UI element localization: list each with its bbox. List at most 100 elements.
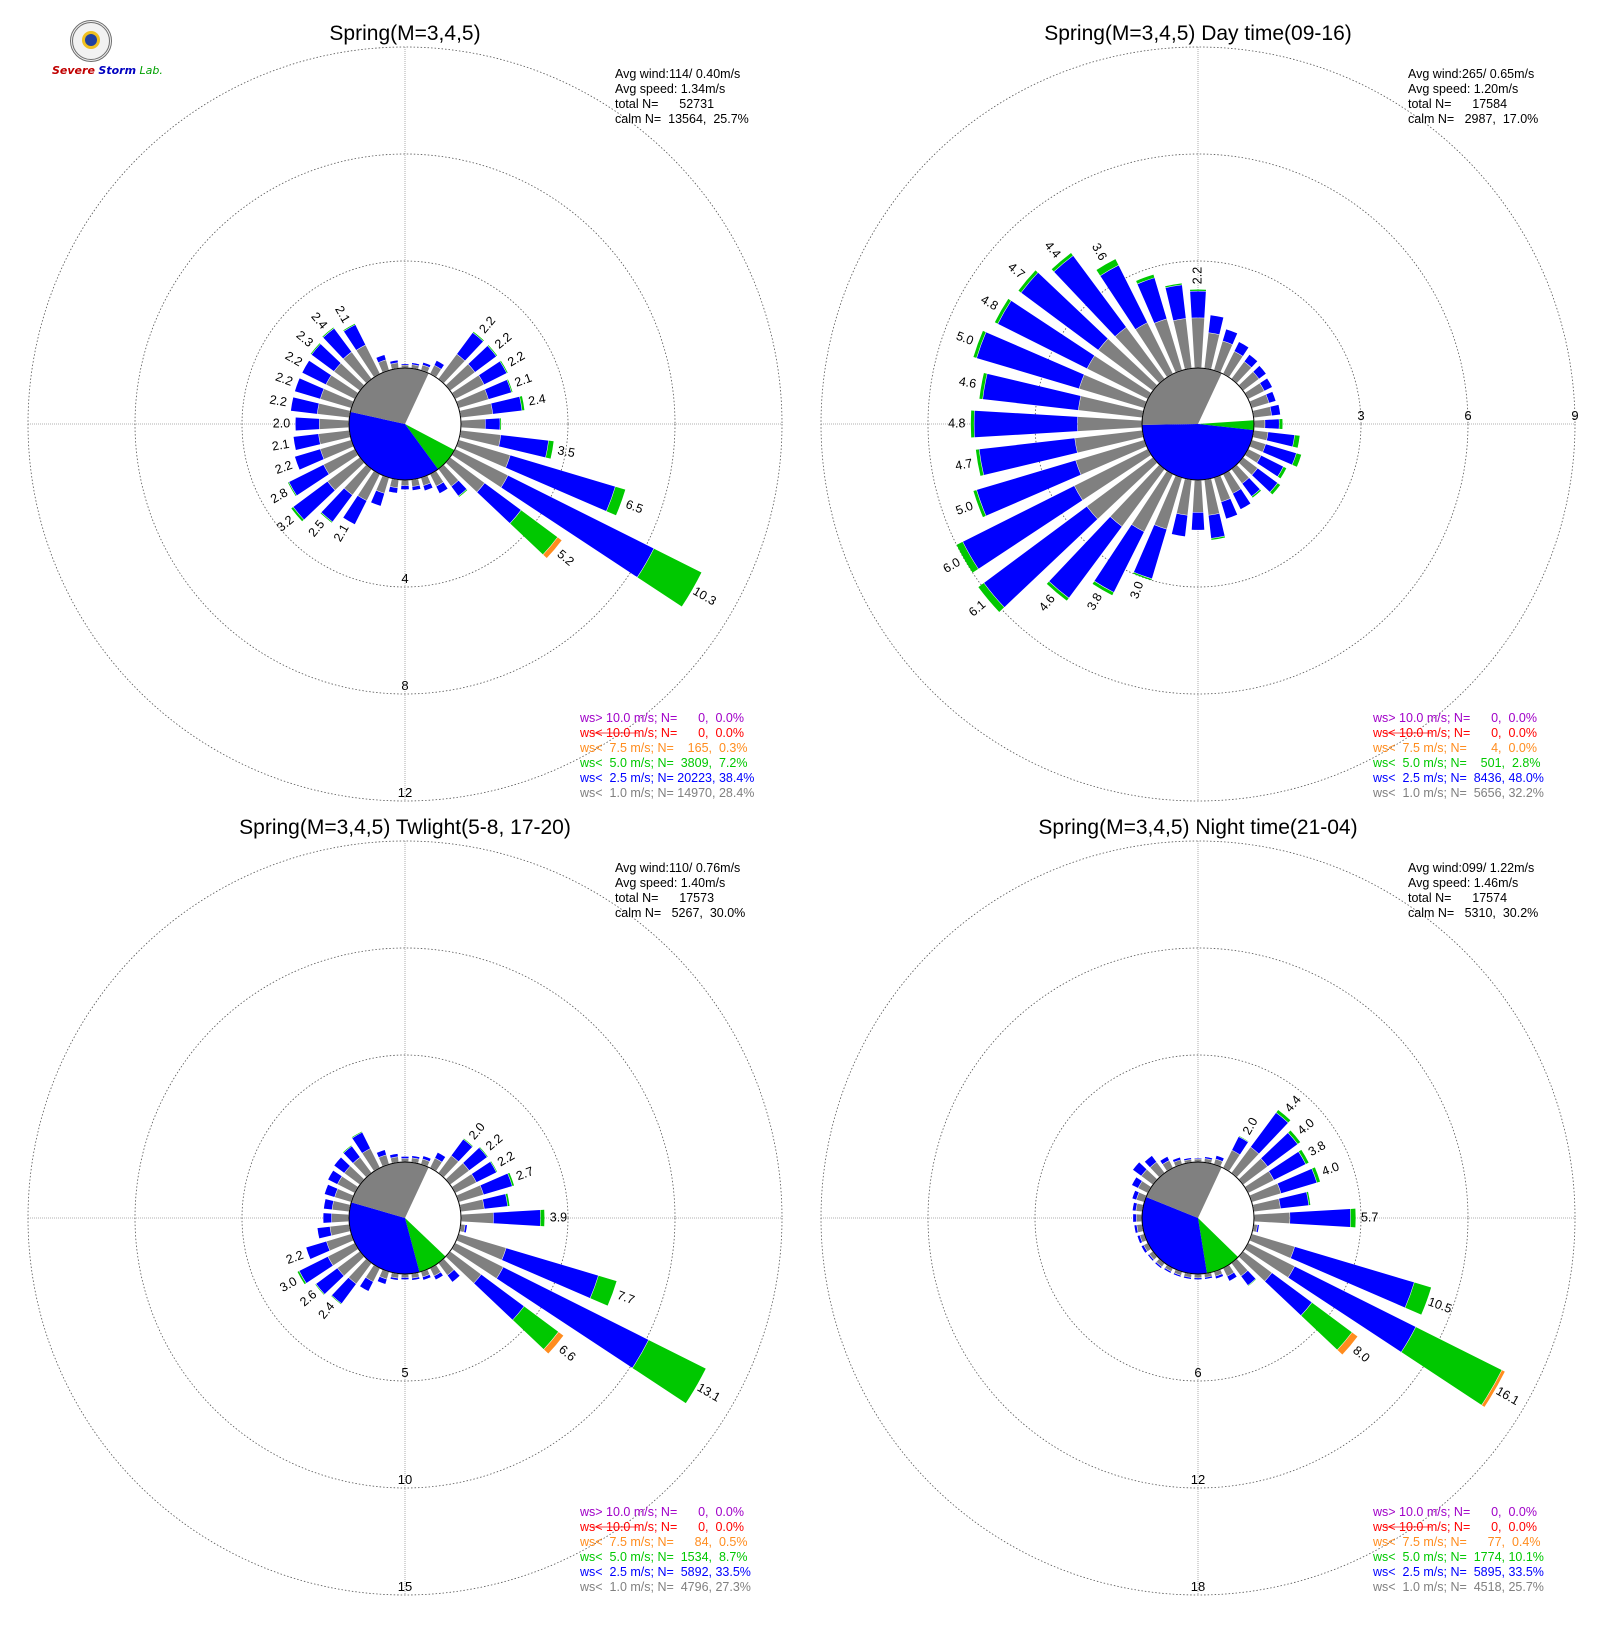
petal-segment <box>468 346 497 372</box>
petal-segment <box>291 507 304 522</box>
petal-value-label: 2.1 <box>271 437 291 454</box>
petal-segment <box>1290 1246 1415 1308</box>
petal-segment <box>310 343 321 355</box>
legend-entry: ws< 1.0 m/s; N= 5656, 32.2% <box>1372 786 1544 800</box>
petal-value-label: 6.5 <box>624 497 645 516</box>
petal-segment <box>1165 1265 1173 1272</box>
petal-segment <box>1075 430 1144 453</box>
ring-circle <box>927 947 1469 1489</box>
petal-segment <box>456 1185 484 1202</box>
petal-segment <box>1138 1181 1151 1193</box>
petal-segment <box>1244 354 1258 368</box>
petal-segment <box>326 375 358 399</box>
petal-segment <box>1245 1243 1295 1278</box>
petal-value-label: 2.0 <box>1240 1115 1261 1137</box>
petal-value-label: 3.0 <box>277 1274 299 1295</box>
petal-segment <box>1054 255 1127 337</box>
petal-segment <box>973 330 986 358</box>
petal-segment <box>1184 1159 1192 1164</box>
petal-value-label: 7.7 <box>615 1288 636 1307</box>
petal-segment <box>1094 524 1144 593</box>
windrose-panel-twilight: 510152.02.22.22.73.97.713.16.62.42.63.02… <box>27 816 783 1596</box>
petal-segment <box>343 1146 360 1163</box>
legend-entry: ws< 5.0 m/s; N= 1534, 8.7% <box>579 1550 747 1564</box>
petal-segment <box>1249 1183 1281 1202</box>
petal-segment <box>1242 478 1260 497</box>
petal-segment <box>1278 1192 1309 1209</box>
petal-segment <box>1401 1327 1502 1405</box>
petal-value-label: 2.2 <box>283 349 305 370</box>
petal-segment <box>1204 478 1220 516</box>
petal-segment <box>306 1241 330 1259</box>
ring-label: 8 <box>401 678 408 693</box>
petal-value-label: 2.0 <box>466 1120 488 1142</box>
petal-segment <box>1227 1272 1237 1281</box>
petal-segment <box>1265 419 1279 429</box>
petal-segment <box>1162 1160 1173 1171</box>
petal-segment <box>1173 318 1192 370</box>
petal-segment <box>411 478 420 487</box>
petal-segment <box>544 1332 564 1354</box>
center-pie-ws-lt-1-slice <box>1146 1161 1222 1218</box>
petal-segment <box>1245 1171 1274 1193</box>
petal-segment <box>343 323 356 332</box>
petal-segment <box>1049 516 1122 598</box>
petal-segment <box>998 300 1095 369</box>
petal-segment <box>332 1201 351 1212</box>
center-pie-outline <box>1141 1161 1255 1275</box>
petal-value-label: 2.1 <box>331 522 352 544</box>
center-pie-outline <box>348 367 462 481</box>
petal-segment <box>1190 291 1206 318</box>
windrose-panel-night-time: 612182.04.44.03.84.05.710.516.18.0Spring… <box>820 816 1576 1596</box>
stats-line: Avg wind:099/ 1.22m/s <box>1408 861 1534 875</box>
petal-segment <box>1260 378 1272 391</box>
petal-segment <box>376 354 386 363</box>
petal-segment <box>411 1272 419 1278</box>
stats-line: Avg wind:114/ 0.40m/s <box>615 67 740 81</box>
petal-segment <box>446 457 485 492</box>
petal-segment <box>1165 283 1182 288</box>
legend-entry: ws< 2.5 m/s; N= 5892, 33.5% <box>579 1565 751 1579</box>
petal-segment <box>1288 1266 1416 1352</box>
petal-segment <box>411 1158 419 1164</box>
ring-label: 5 <box>401 1365 408 1380</box>
windrose-panel-all-day: 48122.22.22.22.12.43.56.510.35.22.12.53.… <box>27 22 783 802</box>
stats-line: total N= 52731 <box>615 97 714 111</box>
petal-segment <box>459 1224 465 1232</box>
petal-segment <box>1288 1130 1301 1144</box>
petal-segment <box>1100 265 1148 330</box>
center-pie-ws-lt-5-slice <box>405 1218 446 1273</box>
petal-segment <box>1223 1150 1240 1171</box>
center-pie-ws-lt-1-slice <box>351 1161 429 1218</box>
petal-segment <box>452 449 508 488</box>
petal-segment <box>1190 289 1206 292</box>
center-pie-ws-lt-5-slice <box>1198 1218 1239 1274</box>
stats-line: Avg speed: 1.46m/s <box>1408 876 1518 890</box>
petal-segment <box>1098 338 1157 391</box>
petal-segment <box>342 1145 352 1153</box>
petal-segment <box>1239 372 1259 391</box>
petal-segment <box>287 482 297 497</box>
stats-line: total N= 17584 <box>1408 97 1507 111</box>
petal-segment <box>337 1176 358 1193</box>
petal-segment <box>295 417 320 431</box>
petal-segment <box>500 360 508 373</box>
petal-segment <box>331 1295 342 1305</box>
petal-segment <box>1134 1225 1138 1233</box>
petal-segment <box>1140 1234 1147 1243</box>
logo-text-storm: Storm <box>98 64 137 77</box>
ring-circle <box>134 153 676 695</box>
center-pie-ws-lt-2-5-slice <box>349 1202 420 1274</box>
petal-segment <box>1156 1259 1165 1267</box>
petal-segment <box>1046 581 1069 601</box>
petal-segment <box>994 298 1011 324</box>
petal-segment <box>1075 440 1147 475</box>
petal-segment <box>1277 1168 1317 1194</box>
petal-segment <box>1204 1158 1212 1164</box>
petal-segment <box>423 483 433 491</box>
ring-label: 9 <box>1571 408 1578 423</box>
petal-segment <box>293 434 321 450</box>
legend-entry: ws< 2.5 m/s; N= 8436, 48.0% <box>1372 771 1544 785</box>
petal-segment <box>1132 1162 1147 1176</box>
petal-value-label: 2.1 <box>332 303 353 325</box>
